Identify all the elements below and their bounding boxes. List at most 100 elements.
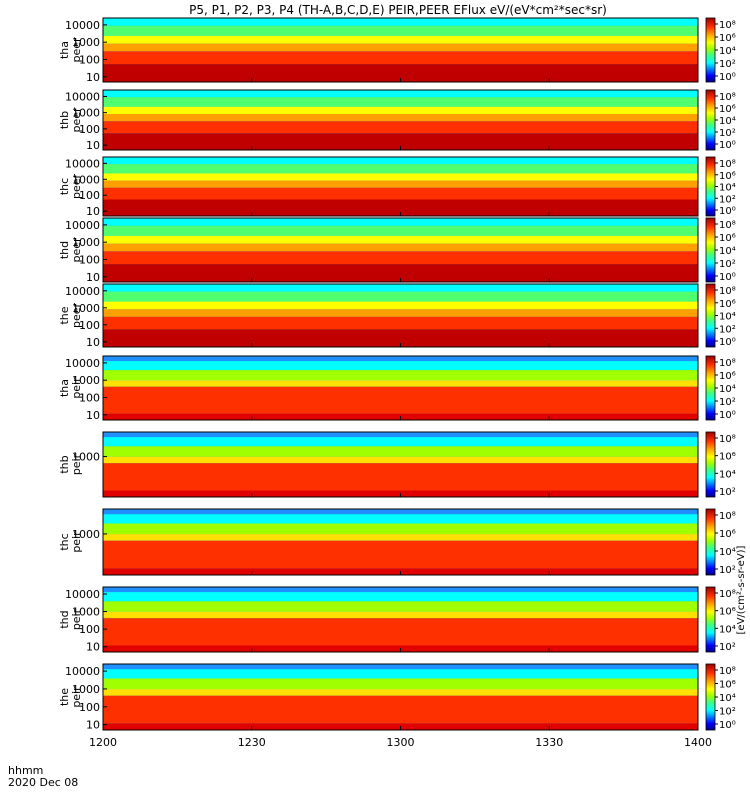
y-axis-label: thapeer [58,37,83,63]
y-tick-label: 10 [86,139,100,152]
colorbar-tick-label: 10⁸ [719,434,736,445]
colorbar-tick-label: 10⁶ [719,299,736,310]
spectrogram-band [103,463,698,491]
y-tick-label: 100 [79,189,100,202]
y-tick-label: 100 [79,623,100,636]
colorbar-tick-label: 10⁴ [719,547,736,558]
spectrogram-band [103,235,698,244]
y-tick-label: 1000 [72,173,100,186]
colorbar-tick-label: 10⁰ [719,337,736,348]
x-axis-label-unit: hhmm [8,764,43,777]
figure-title: P5, P1, P2, P3, P4 (TH-A,B,C,D,E) PEIR,P… [189,3,607,17]
y-tick-label: 10000 [65,157,100,170]
spectrogram-band [103,669,698,679]
spectrogram-band [103,437,698,447]
spectrogram-band [103,25,698,36]
colorbar-tick-label: 10⁸ [719,220,736,231]
spectrogram-band [103,106,698,114]
colorbar-tick-label: 10⁶ [719,171,736,182]
colorbar-tick-label: 10⁰ [719,206,736,217]
colorbar-tick-label: 10² [719,565,736,576]
colorbar-tick-label: 10⁴ [719,469,736,480]
y-tick-label: 1000 [72,302,100,315]
colorbar-tick-label: 10⁴ [719,46,736,57]
y-axis-label: thcpeir [58,531,83,553]
colorbar-tick-label: 10⁰ [719,720,736,731]
spectrogram-band [103,523,698,535]
y-tick-label: 10 [86,336,100,349]
y-tick-label: 10 [86,271,100,284]
colorbar-tick-label: 10⁴ [719,693,736,704]
spectrogram-band [103,218,698,226]
y-tick-label: 10000 [65,285,100,298]
spectrogram-band [103,243,698,252]
colorbar-tick-label: 10² [719,707,736,718]
y-tick-label: 10 [86,719,100,732]
x-tick-label: 1200 [89,736,117,749]
colorbar-tick-label: 10² [719,487,736,498]
y-tick-label: 1000 [72,683,100,696]
spectrogram-band [103,284,698,292]
spectrogram-band [103,199,698,216]
y-tick-label: 10 [86,409,100,422]
spectrogram-band [103,18,698,26]
y-axis-label: thbpeir [58,453,83,475]
colorbar [705,586,716,653]
spectrogram-band [103,592,698,602]
colorbar-tick-label: 10⁴ [719,384,736,395]
x-tick-label: 1400 [684,736,712,749]
colorbar-tick-label: 10⁴ [719,183,736,194]
y-tick-label: 1000 [72,236,100,249]
y-axis-label: thdpeer [58,237,83,263]
colorbar-tick-label: 10⁴ [719,116,736,127]
spectrogram-band [103,446,698,457]
colorbar-axis-label: [eV/(cm²-s-sr-eV)] [736,545,747,634]
spectrogram-band [103,456,698,464]
y-tick-label: 10 [86,641,100,654]
colorbar-tick-label: 10⁴ [719,624,736,635]
spectrogram-band [103,611,698,619]
y-tick-label: 10 [86,205,100,218]
spectrogram-band [103,509,698,515]
colorbar [705,283,716,348]
spectrogram-band [103,689,698,696]
colorbar [705,431,716,498]
colorbar-tick-label: 10² [719,194,736,205]
colorbar-tick-label: 10⁸ [719,286,736,297]
y-tick-label: 100 [79,253,100,266]
colorbar-tick-label: 10⁸ [719,589,736,600]
colorbar-tick-label: 10⁸ [719,358,736,369]
colorbar-tick-label: 10² [719,59,736,70]
colorbar-tick-label: 10⁶ [719,680,736,691]
spectrogram-band [103,225,698,236]
spectrogram-band [103,133,698,150]
colorbar [705,663,716,731]
spectrogram-band [103,587,698,593]
spectrogram-band [103,356,698,362]
y-tick-label: 100 [79,319,100,332]
spectrogram-band [103,316,698,330]
y-tick-label: 1000 [72,107,100,120]
colorbar [705,17,716,83]
spectrogram-band [103,695,698,724]
spectrogram-band [103,432,698,438]
spectrogram-band [103,301,698,310]
spectrogram-band [103,329,698,347]
colorbar-tick-label: 10⁶ [719,607,736,618]
colorbar-tick-label: 10⁸ [719,666,736,677]
spectrogram-band [103,121,698,134]
spectrogram-band [103,361,698,371]
x-tick-label: 1330 [535,736,563,749]
colorbar-tick-label: 10² [719,324,736,335]
spectrogram-band [103,370,698,381]
y-axis-label: thapeir [58,377,83,399]
y-axis-label: thepeir [58,686,83,708]
colorbar-tick-label: 10⁶ [719,104,736,115]
spectrogram-band [103,540,698,569]
y-tick-label: 1000 [72,528,100,541]
